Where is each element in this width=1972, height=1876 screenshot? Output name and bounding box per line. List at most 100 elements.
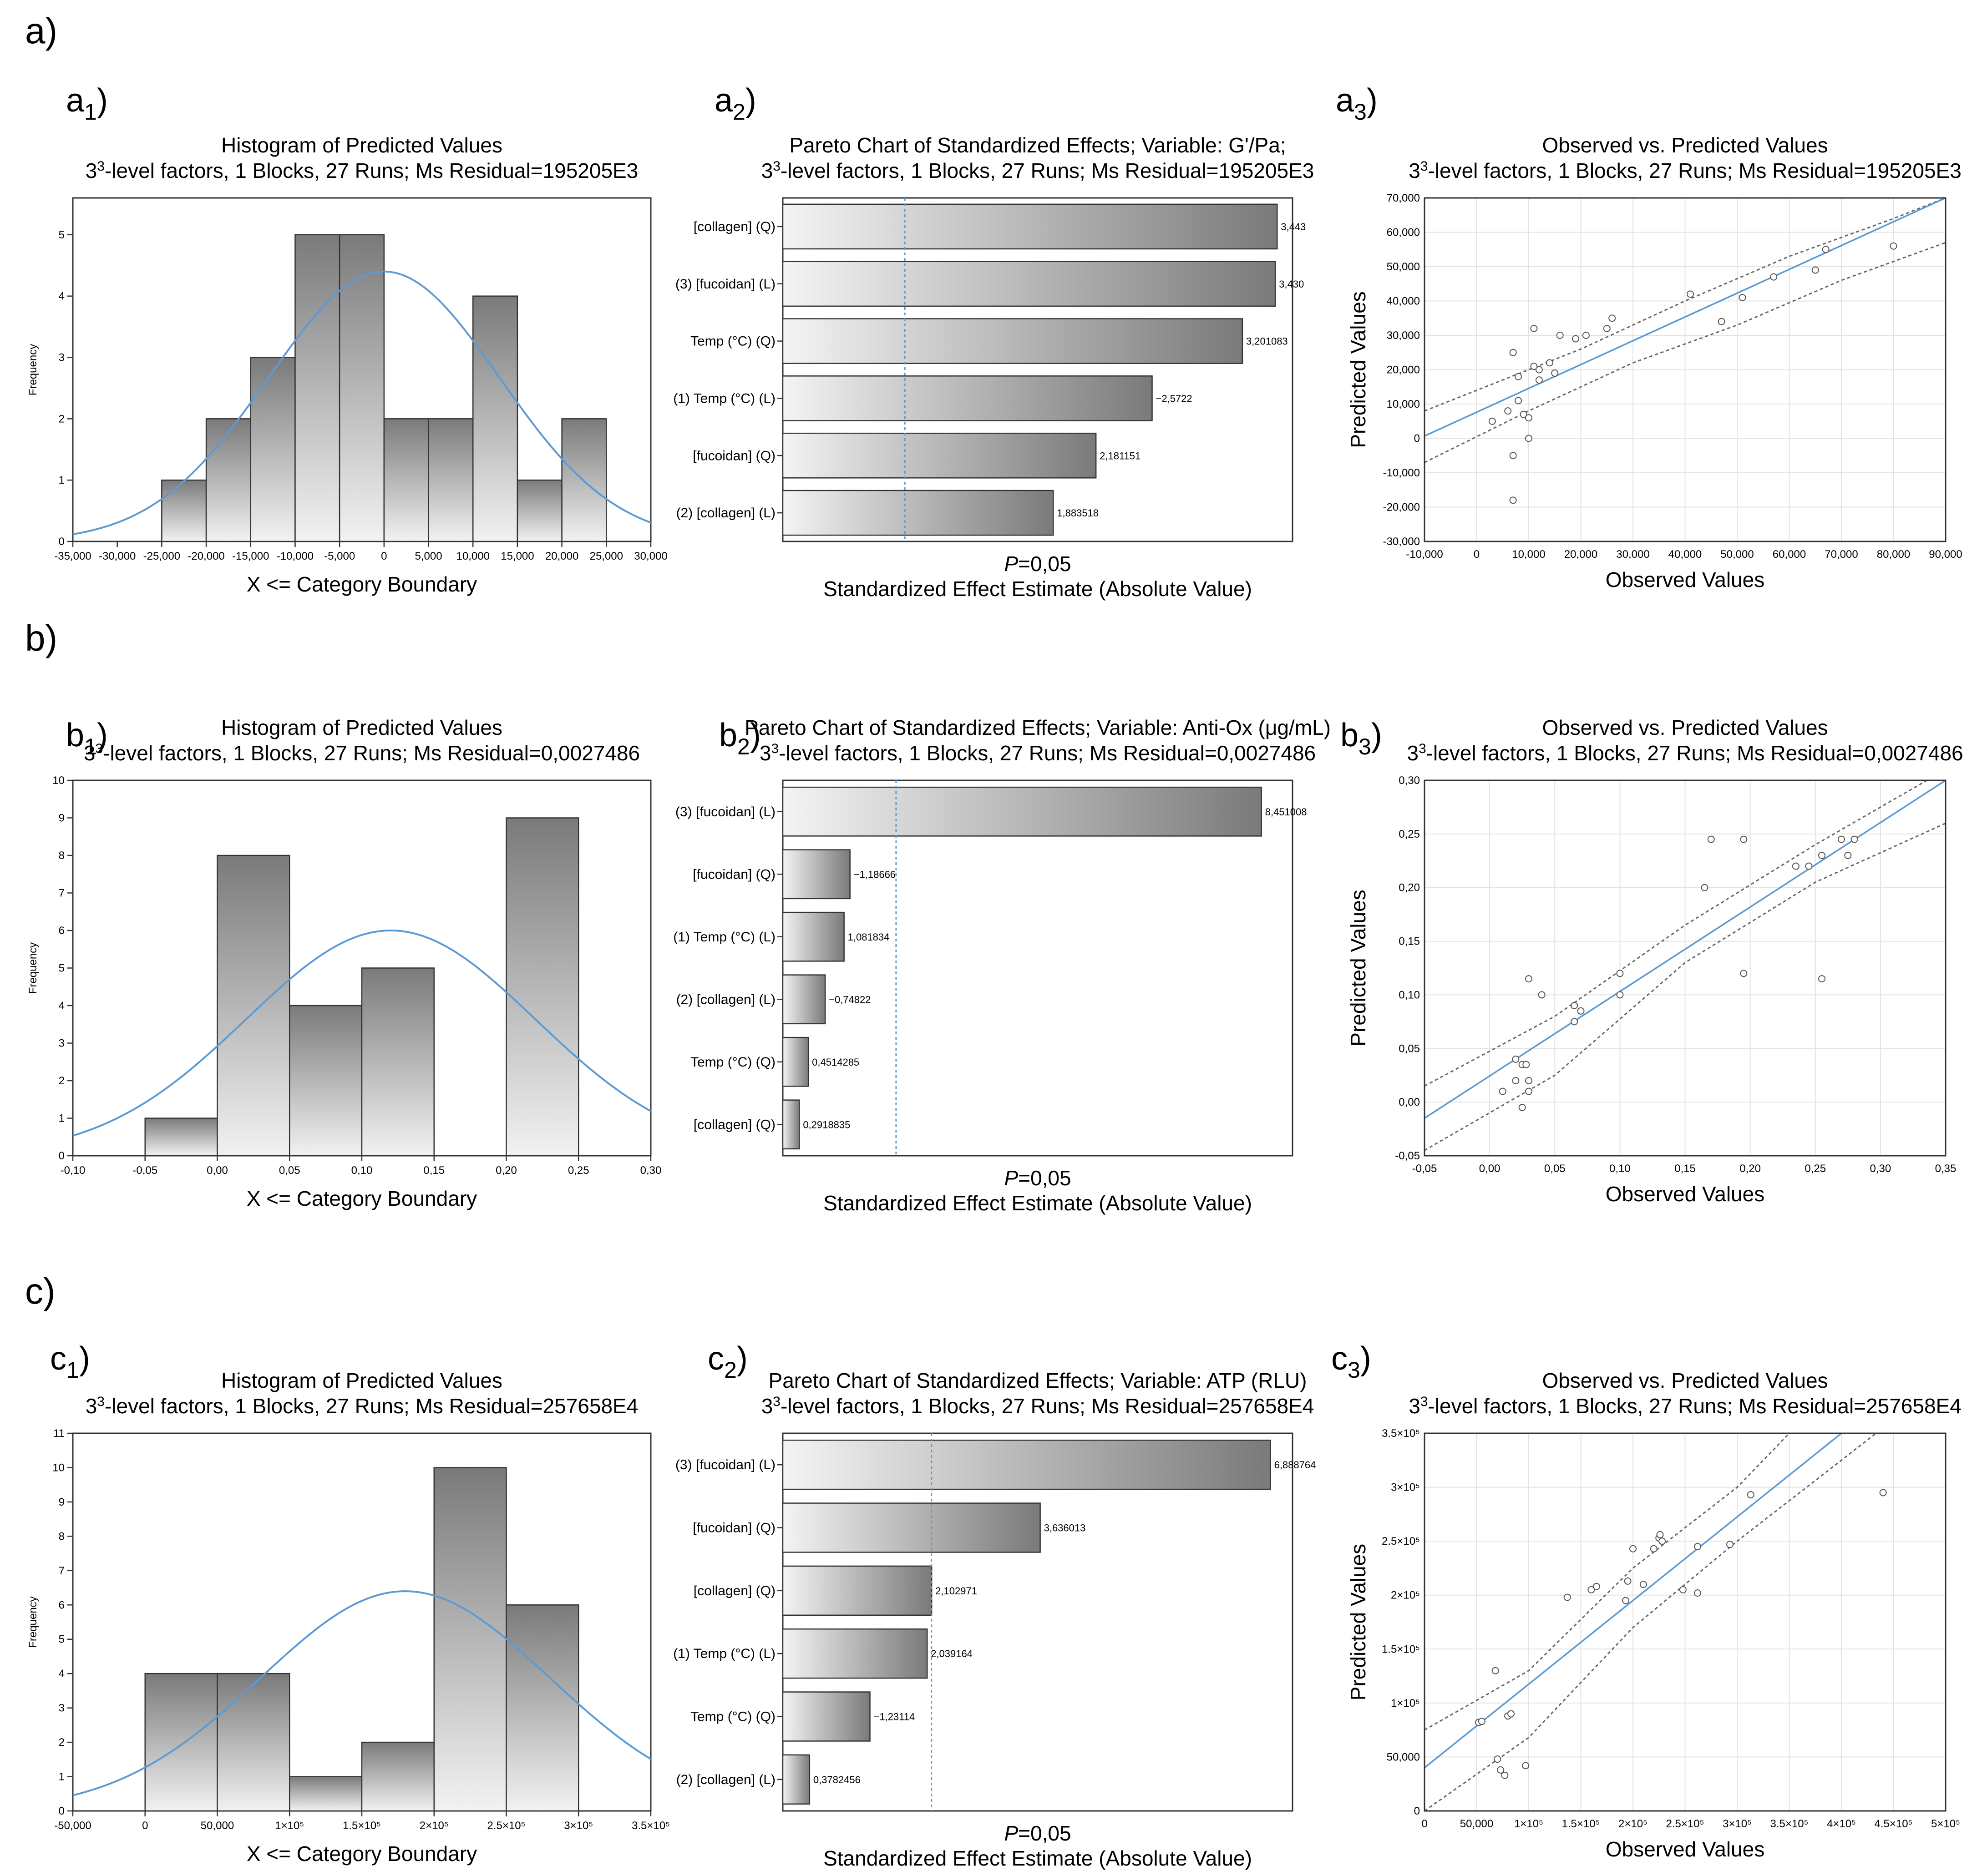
a3-panel-letter: a [1336, 82, 1354, 119]
a1-title-pre: 3 [86, 159, 97, 182]
b3-point [1512, 1055, 1520, 1063]
c2-category-label: [fucoidan] (Q) [693, 1521, 776, 1536]
c2-bar [782, 1439, 1271, 1490]
b1-normal-curve [72, 929, 651, 1137]
a2-category-label: Temp (°C) (Q) [690, 334, 776, 349]
b2-panel-label: b2) [719, 717, 761, 759]
a3-xtick-label: 90,000 [1929, 548, 1962, 561]
c2-value-label: 2,039164 [931, 1648, 973, 1659]
b1-title-line2: 33-level factors, 1 Blocks, 27 Runs; Ms … [84, 741, 640, 765]
b1-ytick-label: 7 [59, 887, 65, 900]
a2-bar [782, 203, 1278, 250]
c3-ytick-label: 2×10⁵ [1391, 1589, 1420, 1602]
a2-plot-frame [782, 197, 1293, 542]
c1-normal-curve [72, 1590, 652, 1796]
a1-bar [561, 418, 607, 542]
a3-xtick-label: 80,000 [1877, 548, 1910, 561]
b3-point [1525, 1087, 1532, 1095]
a1-bar [472, 295, 518, 542]
b2-value-label: 8,451008 [1265, 806, 1307, 818]
a3-point [1718, 318, 1725, 325]
a2-value-label: 2,181151 [1100, 450, 1141, 461]
c1-xtick-label: 0 [142, 1820, 148, 1832]
c2-value-label: 0,3782456 [813, 1774, 861, 1785]
c3-xtick-label: 4.5×10⁵ [1874, 1818, 1912, 1830]
a3-point [1582, 332, 1590, 339]
b3-conf-lower [1425, 822, 1946, 1151]
b3-ytick-label: 0,15 [1399, 935, 1420, 948]
b3-point [1499, 1087, 1506, 1095]
c3-point [1693, 1589, 1701, 1597]
b3-point [1850, 835, 1858, 843]
a3-point [1530, 362, 1538, 370]
c3-title-pre: 3 [1409, 1394, 1420, 1418]
b1-title-pre: 3 [84, 741, 96, 765]
b1-xtick-label: 0,10 [351, 1164, 373, 1177]
a3-point [1546, 359, 1553, 367]
c3-point [1624, 1577, 1632, 1585]
a3-xtick-label: -10,000 [1406, 548, 1443, 561]
a1-bar [383, 418, 429, 542]
c1-ytick-label: 8 [59, 1530, 65, 1542]
b2-title-pre: 3 [760, 741, 771, 765]
c3-point [1501, 1771, 1509, 1779]
c3-ytick-label: 3.5×10⁵ [1382, 1427, 1420, 1440]
b3-point [1616, 970, 1624, 977]
section-label: b) [25, 618, 57, 658]
c1-ytick-label: 1 [59, 1771, 65, 1783]
c1-ytick-label: 4 [59, 1668, 65, 1680]
c3-ytick-label: 3×10⁵ [1391, 1482, 1420, 1494]
a2-p-rest: =0,05 [1018, 552, 1071, 576]
c1-ytick-label: 7 [59, 1565, 65, 1577]
a1-panel-label: a1) [66, 82, 108, 125]
b2-value-label: −1,18666 [854, 869, 896, 880]
b3-xlabel: Observed Values [1606, 1182, 1764, 1206]
b1-xtick-label: 0,30 [640, 1164, 662, 1177]
b1-bar [361, 967, 435, 1157]
b1-xtick-label: 0,05 [279, 1164, 300, 1177]
c3-title-line2: 33-level factors, 1 Blocks, 27 Runs; Ms … [1409, 1394, 1962, 1418]
c3-point [1658, 1537, 1666, 1545]
c1-bar [144, 1673, 218, 1812]
a1-bar [339, 234, 385, 542]
c1-bar [289, 1776, 363, 1812]
a3-point [1509, 349, 1517, 356]
c2-title-pre: 3 [761, 1394, 773, 1418]
a2-panel-paren: ) [745, 82, 756, 119]
a1-normal-curve [72, 270, 651, 536]
c3-plot-frame [1424, 1432, 1947, 1812]
b3-point [1525, 1077, 1532, 1084]
b3-xtick-label: 0,15 [1674, 1163, 1696, 1175]
c1-xtick-label: 2.5×10⁵ [487, 1820, 525, 1832]
a1-title-post: -level factors, 1 Blocks, 27 Runs; Ms Re… [105, 159, 638, 182]
c2-p-rest: =0,05 [1018, 1821, 1071, 1845]
b2-bar [782, 974, 826, 1025]
c3-xtick-label: 4×10⁵ [1827, 1818, 1856, 1830]
c2-bar [782, 1628, 928, 1679]
b3-conf-upper [1425, 780, 1929, 1087]
c1-title-line2: 33-level factors, 1 Blocks, 27 Runs; Ms … [86, 1394, 639, 1418]
a1-ytick-label: 4 [59, 290, 65, 303]
b3-xtick-label: 0,00 [1479, 1163, 1501, 1175]
c2-bar [782, 1754, 811, 1805]
a1-panel-sub: 1 [84, 99, 97, 125]
a3-point [1739, 293, 1746, 301]
b2-xlabel: Standardized Effect Estimate (Absolute V… [823, 1191, 1252, 1215]
a3-panel-sub: 3 [1354, 99, 1367, 125]
b3-point [1616, 991, 1624, 999]
a3-ylabel: Predicted Values [1346, 291, 1370, 448]
a2-value-label: −2,5722 [1156, 393, 1192, 404]
b3-title-line1: Observed vs. Predicted Values [1542, 716, 1828, 739]
b2-category-label: [fucoidan] (Q) [693, 867, 776, 882]
a1-ytick-label: 3 [59, 352, 65, 364]
b3-point [1701, 884, 1708, 891]
c1-xtick-label: 1.5×10⁵ [343, 1820, 381, 1832]
c1-bar [433, 1467, 507, 1812]
b1-panel-paren: ) [97, 717, 108, 753]
a3-point [1509, 496, 1517, 504]
a1-bar [517, 479, 563, 542]
